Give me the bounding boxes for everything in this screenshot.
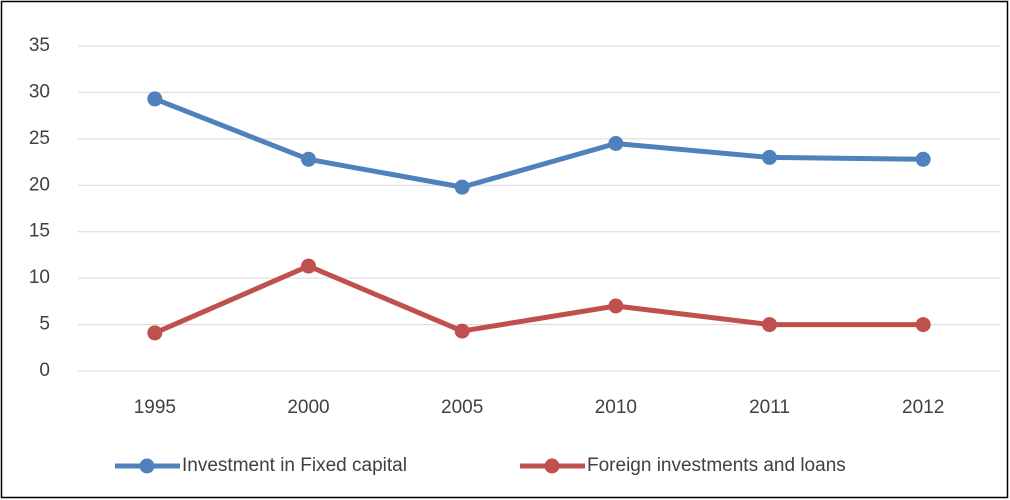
x-tick-label: 2011	[749, 397, 790, 418]
x-tick-label: 2000	[287, 397, 329, 418]
data-point	[454, 179, 470, 195]
legend-marker	[544, 458, 560, 474]
data-point	[301, 151, 316, 167]
x-tick-label: 2012	[902, 397, 944, 418]
legend-label: Investment in Fixed capital	[182, 455, 407, 476]
x-tick-label: 2010	[595, 397, 637, 418]
y-tick-label: 20	[29, 174, 50, 195]
y-tick-label: 0	[39, 360, 50, 381]
series-line	[153, 96, 924, 190]
data-point	[147, 91, 163, 107]
series-line	[153, 263, 924, 336]
x-tick-label: 2005	[441, 397, 483, 418]
data-point	[762, 149, 777, 165]
legend-label: Foreign investments and loans	[587, 455, 846, 476]
y-tick-label: 35	[29, 35, 50, 56]
legend-marker	[139, 458, 155, 474]
data-point	[608, 136, 624, 151]
data-point	[301, 258, 316, 274]
y-tick-label: 10	[29, 267, 50, 288]
x-tick-label: 1995	[134, 397, 176, 418]
data-point	[915, 151, 931, 167]
y-tick-label: 30	[29, 81, 50, 102]
y-tick-label: 25	[29, 128, 50, 149]
data-point	[608, 298, 624, 314]
data-point	[454, 323, 470, 339]
data-point	[147, 325, 163, 341]
data-point	[762, 317, 777, 333]
y-tick-label: 15	[29, 221, 50, 242]
data-point	[915, 317, 931, 333]
y-tick-label: 5	[39, 314, 50, 335]
